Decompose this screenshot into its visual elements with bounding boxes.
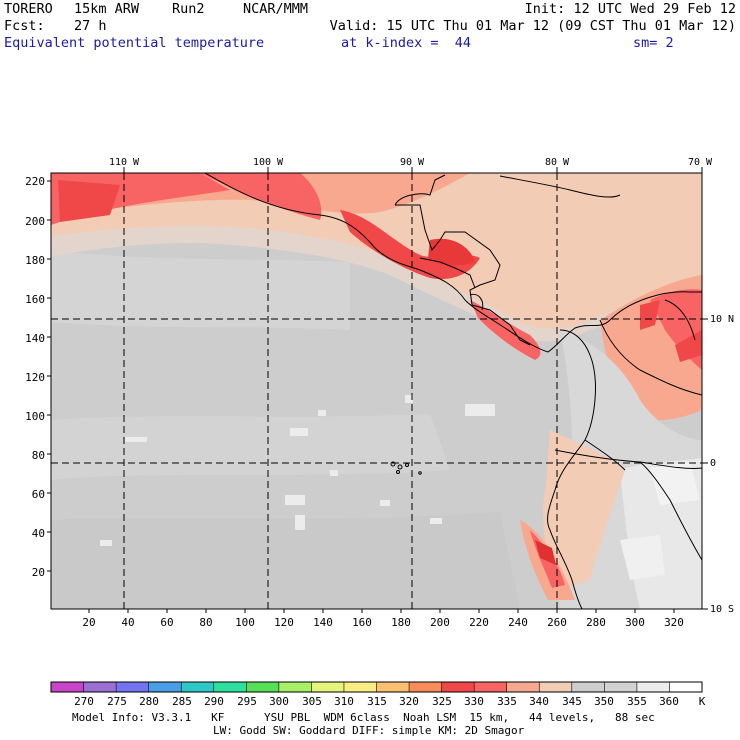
colorbar-label: 310 <box>334 695 354 708</box>
colorbar-label: 320 <box>399 695 419 708</box>
colorbar-label: 345 <box>562 695 582 708</box>
y-tick-label: 200 <box>25 215 45 228</box>
field-name: Equivalent potential temperature <box>4 35 265 51</box>
colorbar-label: 305 <box>302 695 322 708</box>
lon-label-70w: 70 W <box>688 157 713 168</box>
x-tick-label: 260 <box>547 616 567 629</box>
lon-label-90w: 90 W <box>400 157 425 168</box>
colorbar-swatch <box>343 682 377 692</box>
x-tick-label: 160 <box>352 616 372 629</box>
colorbar-swatch <box>409 682 442 692</box>
colorbar-label: 360 <box>659 695 679 708</box>
colorbar-swatch <box>311 682 345 692</box>
y-tick-label: 20 <box>32 566 45 579</box>
y-tick-label: 220 <box>25 175 45 188</box>
x-tick-label: 240 <box>508 616 528 629</box>
colorbar-label: 300 <box>269 695 289 708</box>
x-tick-label: 140 <box>313 616 333 629</box>
y-tick-label: 60 <box>32 488 45 501</box>
smoothing: sm= 2 <box>633 35 674 51</box>
y-tick-label: 160 <box>25 293 45 306</box>
run-label: Run2 <box>172 1 205 17</box>
model-info: Model Info: V3.3.1 KF YSU PBL WDM 6class… <box>72 711 655 724</box>
colorbar-label: 340 <box>529 695 549 708</box>
colorbar-swatch <box>506 682 540 692</box>
colorbar-label: 325 <box>432 695 452 708</box>
x-tick-label: 20 <box>82 616 95 629</box>
x-tick-label: 200 <box>430 616 450 629</box>
colorbar-swatch <box>604 682 638 692</box>
level-index: at k-index = 44 <box>341 35 472 51</box>
lon-label-80w: 80 W <box>545 157 570 168</box>
plot-frame <box>50 172 703 610</box>
lat-label-10n: 10 N <box>710 314 734 325</box>
x-tick-label: 40 <box>121 616 134 629</box>
lat-label-10s: 10 S <box>710 604 734 615</box>
colorbar-label: 270 <box>74 695 94 708</box>
model-resolution: 15km ARW <box>74 1 140 17</box>
x-tick-label: 300 <box>625 616 645 629</box>
lon-label-110w: 110 W <box>109 157 140 168</box>
y-tick-label: 40 <box>32 527 45 540</box>
colorbar-label: 295 <box>237 695 257 708</box>
y-tick-label: 180 <box>25 254 45 267</box>
colorbar-swatch <box>669 682 703 692</box>
x-tick-label: 280 <box>586 616 606 629</box>
colorbar-swatch <box>246 682 280 692</box>
colorbar-label: 285 <box>172 695 192 708</box>
y-tick-label: 140 <box>25 332 45 345</box>
colorbar-swatch <box>148 682 182 692</box>
x-tick-label: 320 <box>664 616 684 629</box>
colorbar-swatch <box>181 682 215 692</box>
color-scale-bar <box>50 681 703 693</box>
colorbar-label: 280 <box>139 695 159 708</box>
colorbar-swatch <box>83 682 117 692</box>
forecast-hour: 27 h <box>74 18 107 34</box>
colorbar-swatch <box>213 682 247 692</box>
x-tick-label: 220 <box>469 616 489 629</box>
colorbar-swatch <box>474 682 507 692</box>
valid-time: Valid: 15 UTC Thu 01 Mar 12 (09 CST Thu … <box>329 18 736 34</box>
x-tick-label: 120 <box>274 616 294 629</box>
colorbar-swatch <box>51 682 84 692</box>
colorbar-label: 330 <box>464 695 484 708</box>
y-tick-label: 120 <box>25 371 45 384</box>
model-name: TORERO <box>4 1 53 17</box>
physics-info: LW: Godd SW: Goddard DIFF: simple KM: 2D… <box>213 724 525 737</box>
x-tick-label: 80 <box>199 616 212 629</box>
coastline-overlay <box>204 173 702 609</box>
lon-label-100w: 100 W <box>253 157 284 168</box>
colorbar-label: 315 <box>367 695 387 708</box>
lat-label-0: 0 <box>710 458 716 469</box>
init-time: Init: 12 UTC Wed 29 Feb 12 <box>524 1 736 17</box>
colorbar-label: 335 <box>497 695 517 708</box>
colorbar-swatch <box>376 682 410 692</box>
colorbar-swatch <box>636 682 670 692</box>
x-tick-label: 180 <box>391 616 411 629</box>
colorbar-swatch <box>539 682 573 692</box>
colorbar-unit: K <box>699 695 706 708</box>
colorbar-label: 355 <box>627 695 647 708</box>
colorbar-swatch <box>571 682 605 692</box>
forecast-label: Fcst: <box>4 18 45 34</box>
x-tick-label: 100 <box>235 616 255 629</box>
y-tick-label: 100 <box>25 410 45 423</box>
colorbar-label: 350 <box>594 695 614 708</box>
equivalent-potential-temperature-field <box>51 173 702 609</box>
y-tick-label: 80 <box>32 449 45 462</box>
organization: NCAR/MMM <box>243 1 309 17</box>
colorbar-swatch <box>278 682 312 692</box>
x-tick-label: 60 <box>160 616 173 629</box>
colorbar-swatch <box>441 682 475 692</box>
colorbar-label: 290 <box>204 695 224 708</box>
colorbar-swatch <box>116 682 149 692</box>
lat-lon-grid <box>51 173 702 609</box>
colorbar-label: 275 <box>107 695 127 708</box>
